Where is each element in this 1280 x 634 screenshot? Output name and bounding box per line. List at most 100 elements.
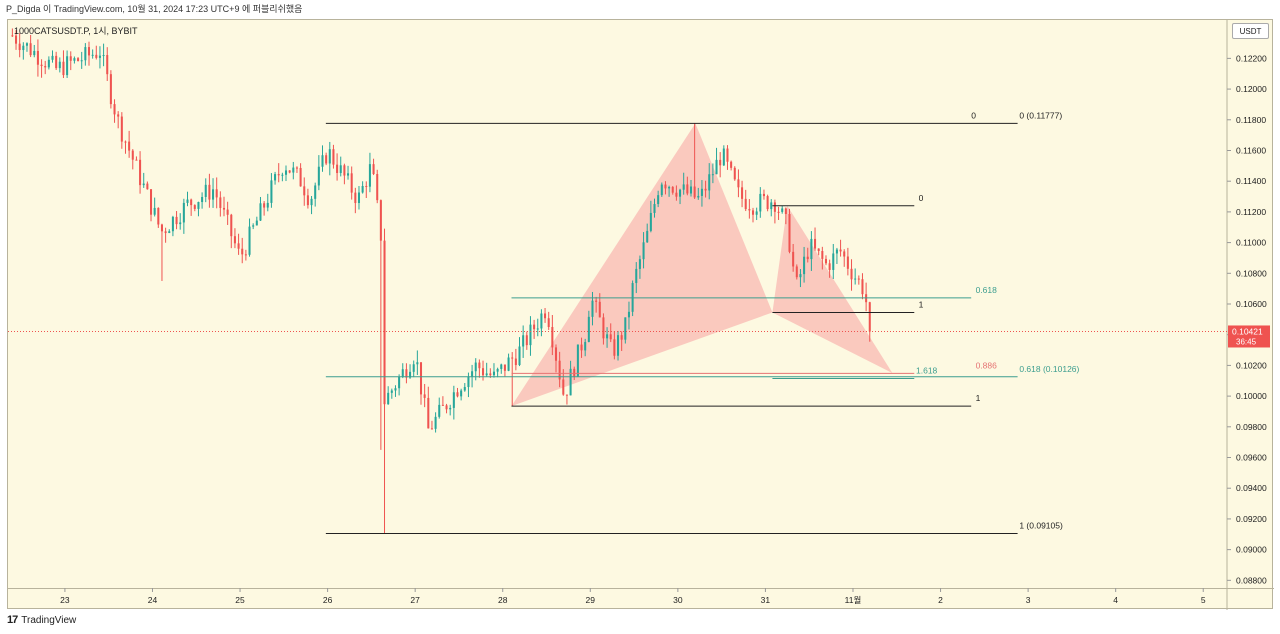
- candle-body: [281, 174, 284, 176]
- candle-body: [314, 185, 317, 199]
- x-tick-label: 2: [938, 595, 943, 605]
- x-tick-label: 26: [323, 595, 333, 605]
- candle-body: [595, 300, 598, 302]
- candle-body: [113, 104, 116, 115]
- fib-level-label: 1.618: [916, 365, 938, 375]
- candle-body: [274, 174, 277, 181]
- candle-body: [197, 202, 200, 209]
- candle-body: [540, 313, 543, 329]
- candle-body: [84, 47, 87, 61]
- candle-body: [230, 214, 233, 237]
- candle-body: [708, 174, 711, 191]
- fib-level-label: 0.618 (0.10126): [1019, 364, 1079, 374]
- footer: 17 TradingView: [7, 614, 76, 626]
- candle-body: [368, 164, 371, 187]
- candle-body: [98, 55, 101, 58]
- x-tick-label: 3: [1026, 595, 1031, 605]
- price-unit-button[interactable]: USDT: [1232, 23, 1269, 39]
- candle-body: [638, 259, 641, 269]
- candle-body: [679, 189, 682, 197]
- candle-body: [47, 59, 50, 68]
- candlestick-chart[interactable]: 0.12200 0.12000 0.11800 0.11600 0.11400 0.112…: [8, 20, 1274, 610]
- fib-level-label: 1: [919, 299, 924, 309]
- y-tick-label: 0.11200: [1236, 207, 1266, 217]
- candle-body: [533, 324, 536, 330]
- candle-body: [854, 278, 857, 280]
- candle-body: [387, 392, 390, 405]
- candle-body: [263, 203, 266, 208]
- candle-body: [748, 209, 751, 211]
- candle-body: [328, 149, 331, 164]
- candle-body: [33, 50, 36, 56]
- candle-body: [554, 347, 558, 361]
- candle-body: [44, 66, 47, 68]
- candle-body: [390, 390, 393, 393]
- candle-body: [321, 155, 324, 167]
- candle-body: [689, 186, 693, 194]
- candle-body: [149, 189, 153, 215]
- candle-body: [434, 416, 437, 429]
- candle-body: [128, 141, 131, 151]
- candle-body: [730, 161, 733, 168]
- candle-body: [861, 279, 864, 295]
- candle-body: [237, 243, 240, 249]
- candle-body: [222, 207, 226, 210]
- candle-body: [850, 268, 853, 280]
- candle-body: [719, 159, 722, 166]
- candle-body: [193, 205, 196, 209]
- symbol-label: 1000CATSUSDT.P, 1시, BYBIT: [14, 26, 138, 36]
- candle-body: [160, 224, 163, 232]
- candle-body: [109, 74, 112, 105]
- candle-body: [558, 360, 561, 380]
- x-tick-label: 23: [60, 595, 70, 605]
- candle-body: [157, 207, 160, 225]
- candle-body: [350, 173, 353, 193]
- y-tick-label: 0.09200: [1236, 514, 1267, 524]
- candle-body: [522, 335, 525, 347]
- candle-body: [799, 274, 802, 278]
- candle-body: [295, 167, 298, 169]
- harmonic-pattern-triangle: [511, 123, 773, 407]
- x-tick-label: 24: [148, 595, 158, 605]
- candle-body: [36, 50, 39, 65]
- candle-body: [806, 256, 809, 260]
- candle-body: [401, 369, 404, 377]
- candle-body: [832, 253, 835, 270]
- candle-body: [551, 327, 554, 348]
- candle-body: [22, 45, 25, 51]
- y-tick-label: 0.10800: [1236, 268, 1267, 278]
- candle-body: [529, 324, 532, 346]
- candle-body: [576, 344, 579, 377]
- candle-body: [15, 35, 18, 44]
- candle-body: [784, 208, 787, 215]
- candle-body: [40, 64, 43, 67]
- x-tick-label: 30: [673, 595, 683, 605]
- candle-body: [73, 58, 76, 61]
- candle-body: [711, 174, 714, 176]
- candle-body: [766, 196, 769, 210]
- candle-body: [810, 238, 813, 260]
- candle-body: [241, 248, 244, 255]
- candle-body: [190, 199, 193, 206]
- candle-body: [102, 55, 105, 57]
- candle-body: [124, 141, 127, 143]
- candle-body: [212, 189, 215, 200]
- candle-body: [376, 174, 379, 201]
- candle-body: [427, 397, 430, 429]
- candle-body: [135, 159, 138, 161]
- candle-body: [266, 202, 269, 208]
- candle-body: [292, 167, 295, 173]
- chart-frame[interactable]: 0.12200 0.12000 0.11800 0.11600 0.11400 0.112…: [7, 19, 1274, 610]
- x-tick-label: 11월: [845, 595, 862, 605]
- candle-body: [87, 47, 91, 56]
- candle-body: [299, 167, 302, 187]
- candle-body: [255, 220, 258, 226]
- candle-body: [259, 203, 262, 221]
- candle-body: [544, 313, 547, 319]
- candle-body: [77, 58, 80, 61]
- candle-body: [471, 371, 474, 377]
- candle-body: [456, 392, 459, 397]
- candle-body: [759, 193, 762, 212]
- y-tick-label: 0.12200: [1236, 53, 1267, 63]
- candle-body: [606, 334, 609, 339]
